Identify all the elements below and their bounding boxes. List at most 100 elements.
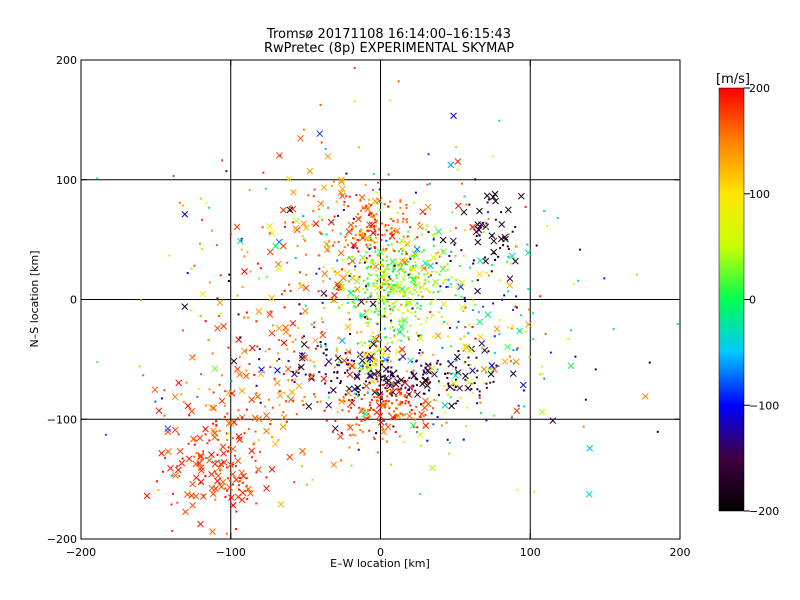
data-point <box>380 349 383 352</box>
data-point <box>464 361 467 364</box>
data-point <box>455 371 458 374</box>
data-point <box>304 373 307 376</box>
data-point-cross <box>227 461 234 469</box>
data-point-cross <box>338 283 346 291</box>
data-point <box>241 416 244 419</box>
data-point <box>338 364 341 367</box>
data-point <box>367 284 370 287</box>
data-point-cross <box>420 265 428 272</box>
data-point <box>456 399 459 402</box>
data-point-cross <box>330 386 337 394</box>
data-point <box>395 395 398 398</box>
data-point <box>399 199 402 202</box>
data-point <box>465 425 468 428</box>
data-point-cross <box>257 370 265 378</box>
data-point-cross <box>452 372 459 379</box>
data-point <box>378 188 381 191</box>
data-point <box>383 283 386 286</box>
data-point <box>365 260 368 263</box>
data-point <box>612 328 615 331</box>
data-point <box>154 400 157 403</box>
data-point <box>475 234 478 237</box>
data-point <box>470 388 473 391</box>
data-point <box>358 424 361 427</box>
data-point <box>363 394 366 397</box>
data-point <box>374 250 377 253</box>
data-point <box>396 264 399 267</box>
data-point <box>485 222 488 225</box>
data-point-cross <box>497 235 505 243</box>
data-point <box>440 315 443 318</box>
data-point <box>379 289 382 292</box>
data-point <box>216 453 219 456</box>
data-point <box>262 171 265 174</box>
data-point <box>477 311 480 314</box>
data-point <box>364 351 367 354</box>
data-point <box>389 308 392 311</box>
data-point-cross <box>306 167 314 175</box>
data-point <box>391 306 394 309</box>
data-point <box>412 281 415 284</box>
data-point <box>384 233 387 236</box>
data-point-cross <box>300 340 308 348</box>
data-point <box>450 286 453 289</box>
data-point <box>374 230 377 233</box>
data-point <box>383 203 386 206</box>
data-point <box>405 302 408 305</box>
data-point <box>364 291 367 294</box>
data-point <box>298 303 301 306</box>
data-point-cross <box>474 238 482 246</box>
data-point-cross <box>403 240 411 248</box>
data-point-cross <box>357 362 365 370</box>
data-point-cross <box>419 380 426 388</box>
data-point-cross <box>220 322 227 330</box>
data-point <box>381 437 384 440</box>
data-point <box>460 295 463 298</box>
data-point <box>450 250 453 253</box>
data-point <box>188 414 191 417</box>
data-point <box>400 265 403 268</box>
data-point <box>367 272 370 275</box>
data-point <box>508 355 511 358</box>
data-point <box>393 249 396 252</box>
data-point <box>370 294 373 297</box>
data-point-cross <box>226 484 234 491</box>
data-point <box>164 457 167 460</box>
data-point <box>475 356 478 359</box>
data-point <box>370 398 373 401</box>
data-point <box>507 255 510 258</box>
data-point <box>404 393 407 396</box>
data-point-cross <box>331 291 338 299</box>
data-point <box>413 391 416 394</box>
data-point <box>375 399 378 402</box>
data-point <box>428 182 431 185</box>
y-tick-label: 200 <box>56 54 77 67</box>
data-point-cross <box>280 414 288 421</box>
data-point <box>447 285 450 288</box>
data-point-cross <box>346 424 354 431</box>
data-point <box>414 191 417 194</box>
data-point <box>447 360 450 363</box>
data-point <box>396 218 399 221</box>
data-point-cross <box>232 476 240 483</box>
data-point-cross <box>538 408 546 416</box>
data-point-cross <box>524 249 532 257</box>
data-point-cross <box>519 381 527 389</box>
data-point-cross <box>469 223 476 231</box>
data-point-cross <box>209 490 217 498</box>
data-point <box>305 483 308 486</box>
data-point-cross <box>422 397 429 405</box>
data-point <box>293 381 296 384</box>
data-point <box>354 225 357 228</box>
data-point <box>446 322 449 325</box>
data-point <box>385 335 388 338</box>
data-point <box>368 404 371 407</box>
data-point <box>381 360 384 363</box>
data-point <box>288 205 291 208</box>
data-point <box>464 300 467 303</box>
data-point <box>392 284 395 287</box>
data-point-cross <box>189 501 196 509</box>
data-point <box>247 316 250 319</box>
data-point-cross <box>398 346 406 353</box>
data-point <box>413 201 416 204</box>
